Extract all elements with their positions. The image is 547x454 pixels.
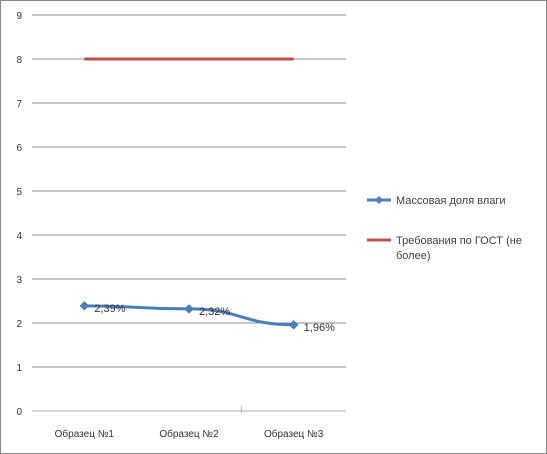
data-label: 1,96% [304, 322, 335, 334]
y-tick-label: 7 [16, 99, 22, 110]
x-tick-label: Образец №2 [159, 428, 219, 440]
legend-marker [375, 196, 383, 204]
y-axis-tick-labels: 0 1 2 3 4 5 6 7 8 9 [16, 11, 22, 418]
x-tick-label: Образец №3 [264, 428, 324, 440]
grid-lines [32, 14, 346, 368]
legend: Массовая доля влаги Требования по ГОСТ (н… [367, 195, 522, 262]
data-label: 2,32% [199, 306, 230, 318]
y-tick-label: 1 [16, 363, 22, 374]
legend-label: более) [396, 250, 431, 262]
y-tick-label: 4 [16, 231, 22, 242]
y-tick-label: 8 [16, 55, 22, 66]
data-point-marker [79, 300, 90, 311]
y-tick-label: 3 [16, 275, 22, 286]
y-tick-label: 0 [16, 407, 22, 418]
x-tick-label: Образец №1 [55, 428, 115, 440]
data-label: 2,39% [94, 303, 125, 315]
legend-label: Массовая доля влаги [396, 195, 506, 207]
series-lines [79, 57, 299, 330]
data-labels: 2,39% 2,32% 1,96% [94, 303, 335, 334]
y-tick-label: 5 [16, 187, 22, 198]
data-point-marker [184, 304, 194, 314]
data-point-marker [288, 319, 299, 330]
y-tick-label: 6 [16, 143, 22, 154]
y-tick-label: 2 [16, 319, 22, 330]
x-axis: Образец №1 Образец №2 Образец №3 [32, 406, 346, 440]
legend-label: Требования по ГОСТ (не [396, 235, 522, 247]
y-tick-label: 9 [16, 11, 22, 22]
